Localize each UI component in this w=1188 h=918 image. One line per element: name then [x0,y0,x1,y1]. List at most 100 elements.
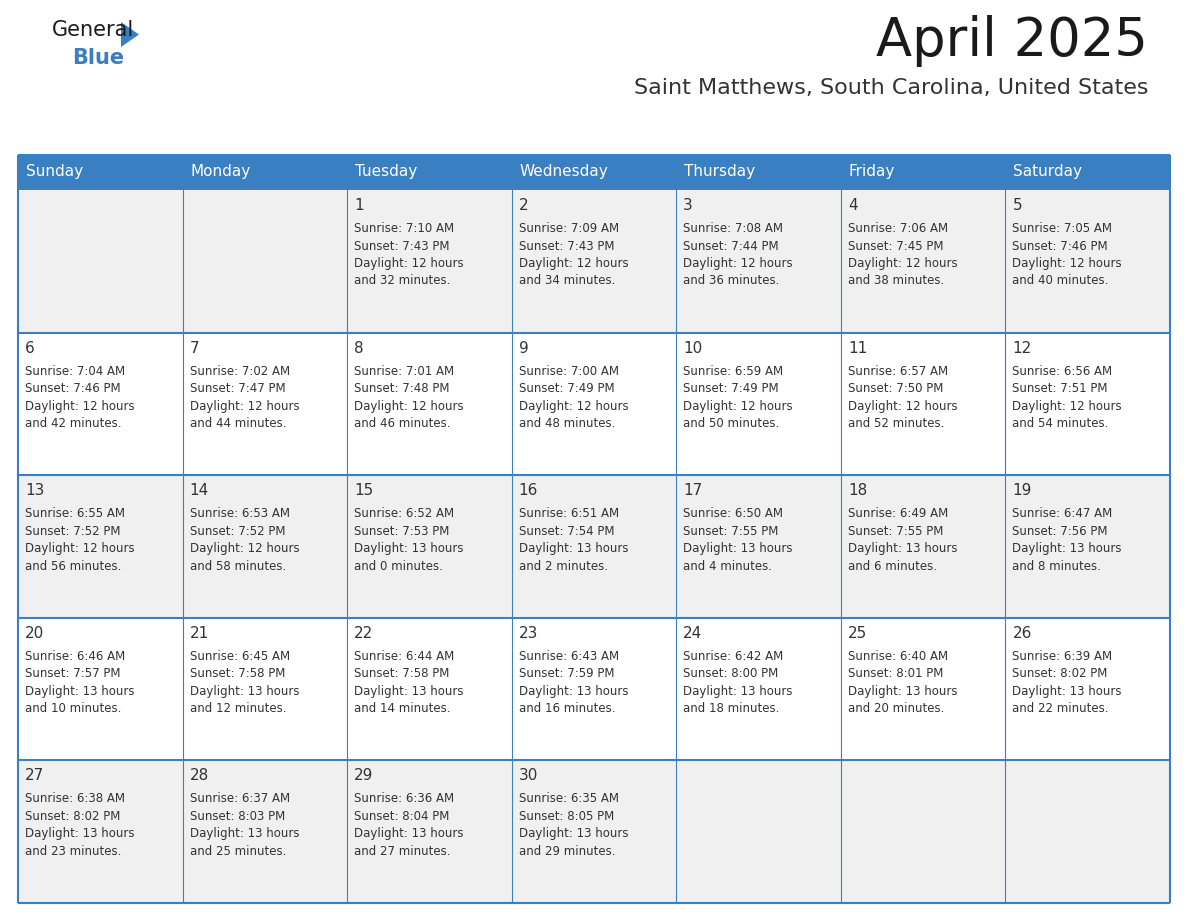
Text: Sunrise: 6:57 AM: Sunrise: 6:57 AM [848,364,948,377]
Text: Daylight: 13 hours: Daylight: 13 hours [848,543,958,555]
Text: Daylight: 13 hours: Daylight: 13 hours [354,543,463,555]
Text: Sunset: 7:59 PM: Sunset: 7:59 PM [519,667,614,680]
Text: Sunset: 7:46 PM: Sunset: 7:46 PM [1012,240,1108,252]
Text: Sunrise: 7:02 AM: Sunrise: 7:02 AM [190,364,290,377]
Text: Sunset: 7:52 PM: Sunset: 7:52 PM [25,525,120,538]
Text: 7: 7 [190,341,200,355]
Bar [18,332,1170,476]
Text: Daylight: 13 hours: Daylight: 13 hours [190,685,299,698]
Text: Sunrise: 7:06 AM: Sunrise: 7:06 AM [848,222,948,235]
Text: and 18 minutes.: and 18 minutes. [683,702,779,715]
Text: Daylight: 12 hours: Daylight: 12 hours [190,399,299,412]
Text: Sunset: 7:55 PM: Sunset: 7:55 PM [848,525,943,538]
Text: Sunset: 7:58 PM: Sunset: 7:58 PM [354,667,449,680]
Text: 25: 25 [848,626,867,641]
Text: 16: 16 [519,483,538,498]
Text: Sunrise: 6:45 AM: Sunrise: 6:45 AM [190,650,290,663]
Text: Daylight: 12 hours: Daylight: 12 hours [25,399,134,412]
Text: April 2025: April 2025 [876,15,1148,67]
Text: and 34 minutes.: and 34 minutes. [519,274,615,287]
Text: Thursday: Thursday [684,164,756,179]
Text: 21: 21 [190,626,209,641]
Text: Sunrise: 6:55 AM: Sunrise: 6:55 AM [25,508,125,521]
Text: Daylight: 12 hours: Daylight: 12 hours [1012,257,1121,270]
Text: Daylight: 12 hours: Daylight: 12 hours [1012,399,1121,412]
Text: Sunset: 7:43 PM: Sunset: 7:43 PM [519,240,614,252]
Text: Daylight: 13 hours: Daylight: 13 hours [519,685,628,698]
Text: Sunset: 7:52 PM: Sunset: 7:52 PM [190,525,285,538]
Text: General: General [52,20,134,40]
Text: and 40 minutes.: and 40 minutes. [1012,274,1108,287]
Text: Sunrise: 6:40 AM: Sunrise: 6:40 AM [848,650,948,663]
Text: Saturday: Saturday [1013,164,1082,179]
Text: Sunset: 7:55 PM: Sunset: 7:55 PM [683,525,778,538]
Text: Daylight: 12 hours: Daylight: 12 hours [354,399,463,412]
Text: Daylight: 12 hours: Daylight: 12 hours [519,399,628,412]
Text: Sunset: 7:50 PM: Sunset: 7:50 PM [848,382,943,395]
Text: Sunrise: 6:59 AM: Sunrise: 6:59 AM [683,364,783,377]
Polygon shape [121,22,139,47]
Text: and 52 minutes.: and 52 minutes. [848,417,944,431]
Text: and 8 minutes.: and 8 minutes. [1012,560,1101,573]
Text: Sunrise: 7:01 AM: Sunrise: 7:01 AM [354,364,454,377]
Text: Sunset: 8:01 PM: Sunset: 8:01 PM [848,667,943,680]
Text: and 42 minutes.: and 42 minutes. [25,417,121,431]
Text: 20: 20 [25,626,44,641]
Text: Sunset: 8:00 PM: Sunset: 8:00 PM [683,667,778,680]
Text: Daylight: 13 hours: Daylight: 13 hours [683,685,792,698]
Text: and 50 minutes.: and 50 minutes. [683,417,779,431]
Text: and 6 minutes.: and 6 minutes. [848,560,937,573]
Text: Sunday: Sunday [26,164,83,179]
Text: Sunset: 7:43 PM: Sunset: 7:43 PM [354,240,449,252]
Text: 11: 11 [848,341,867,355]
Bar [18,155,1170,190]
Text: Daylight: 13 hours: Daylight: 13 hours [519,827,628,840]
Text: 19: 19 [1012,483,1032,498]
Text: Daylight: 12 hours: Daylight: 12 hours [683,399,792,412]
Text: 5: 5 [1012,198,1022,213]
Bar [18,190,1170,332]
Text: and 23 minutes.: and 23 minutes. [25,845,121,858]
Text: Sunset: 8:03 PM: Sunset: 8:03 PM [190,810,285,823]
Text: Friday: Friday [849,164,896,179]
Text: Sunrise: 6:52 AM: Sunrise: 6:52 AM [354,508,454,521]
Text: Sunrise: 6:56 AM: Sunrise: 6:56 AM [1012,364,1112,377]
Text: Sunrise: 7:10 AM: Sunrise: 7:10 AM [354,222,454,235]
Text: Sunrise: 6:50 AM: Sunrise: 6:50 AM [683,508,783,521]
Text: Sunrise: 6:42 AM: Sunrise: 6:42 AM [683,650,784,663]
Text: and 10 minutes.: and 10 minutes. [25,702,121,715]
Text: 4: 4 [848,198,858,213]
Text: and 58 minutes.: and 58 minutes. [190,560,286,573]
Text: and 38 minutes.: and 38 minutes. [848,274,944,287]
Text: Daylight: 13 hours: Daylight: 13 hours [1012,543,1121,555]
Text: and 29 minutes.: and 29 minutes. [519,845,615,858]
Text: and 4 minutes.: and 4 minutes. [683,560,772,573]
Text: Sunset: 7:49 PM: Sunset: 7:49 PM [519,382,614,395]
Text: Sunrise: 7:05 AM: Sunrise: 7:05 AM [1012,222,1112,235]
Text: 8: 8 [354,341,364,355]
Text: Sunset: 7:47 PM: Sunset: 7:47 PM [190,382,285,395]
Text: 30: 30 [519,768,538,783]
Text: and 44 minutes.: and 44 minutes. [190,417,286,431]
Text: and 27 minutes.: and 27 minutes. [354,845,450,858]
Text: Sunrise: 6:53 AM: Sunrise: 6:53 AM [190,508,290,521]
Text: Sunset: 8:02 PM: Sunset: 8:02 PM [25,810,120,823]
Text: 14: 14 [190,483,209,498]
Text: 17: 17 [683,483,702,498]
Text: Daylight: 12 hours: Daylight: 12 hours [848,257,958,270]
Text: Sunset: 7:44 PM: Sunset: 7:44 PM [683,240,779,252]
Text: 2: 2 [519,198,529,213]
Text: 28: 28 [190,768,209,783]
Text: 10: 10 [683,341,702,355]
Text: Sunrise: 7:08 AM: Sunrise: 7:08 AM [683,222,783,235]
Text: 26: 26 [1012,626,1032,641]
Text: Sunset: 7:58 PM: Sunset: 7:58 PM [190,667,285,680]
Text: Daylight: 13 hours: Daylight: 13 hours [519,543,628,555]
Text: 9: 9 [519,341,529,355]
Text: Sunrise: 6:36 AM: Sunrise: 6:36 AM [354,792,454,805]
Text: 29: 29 [354,768,373,783]
Text: 12: 12 [1012,341,1031,355]
Text: Sunset: 7:45 PM: Sunset: 7:45 PM [848,240,943,252]
Text: Daylight: 13 hours: Daylight: 13 hours [190,827,299,840]
Text: Daylight: 12 hours: Daylight: 12 hours [354,257,463,270]
